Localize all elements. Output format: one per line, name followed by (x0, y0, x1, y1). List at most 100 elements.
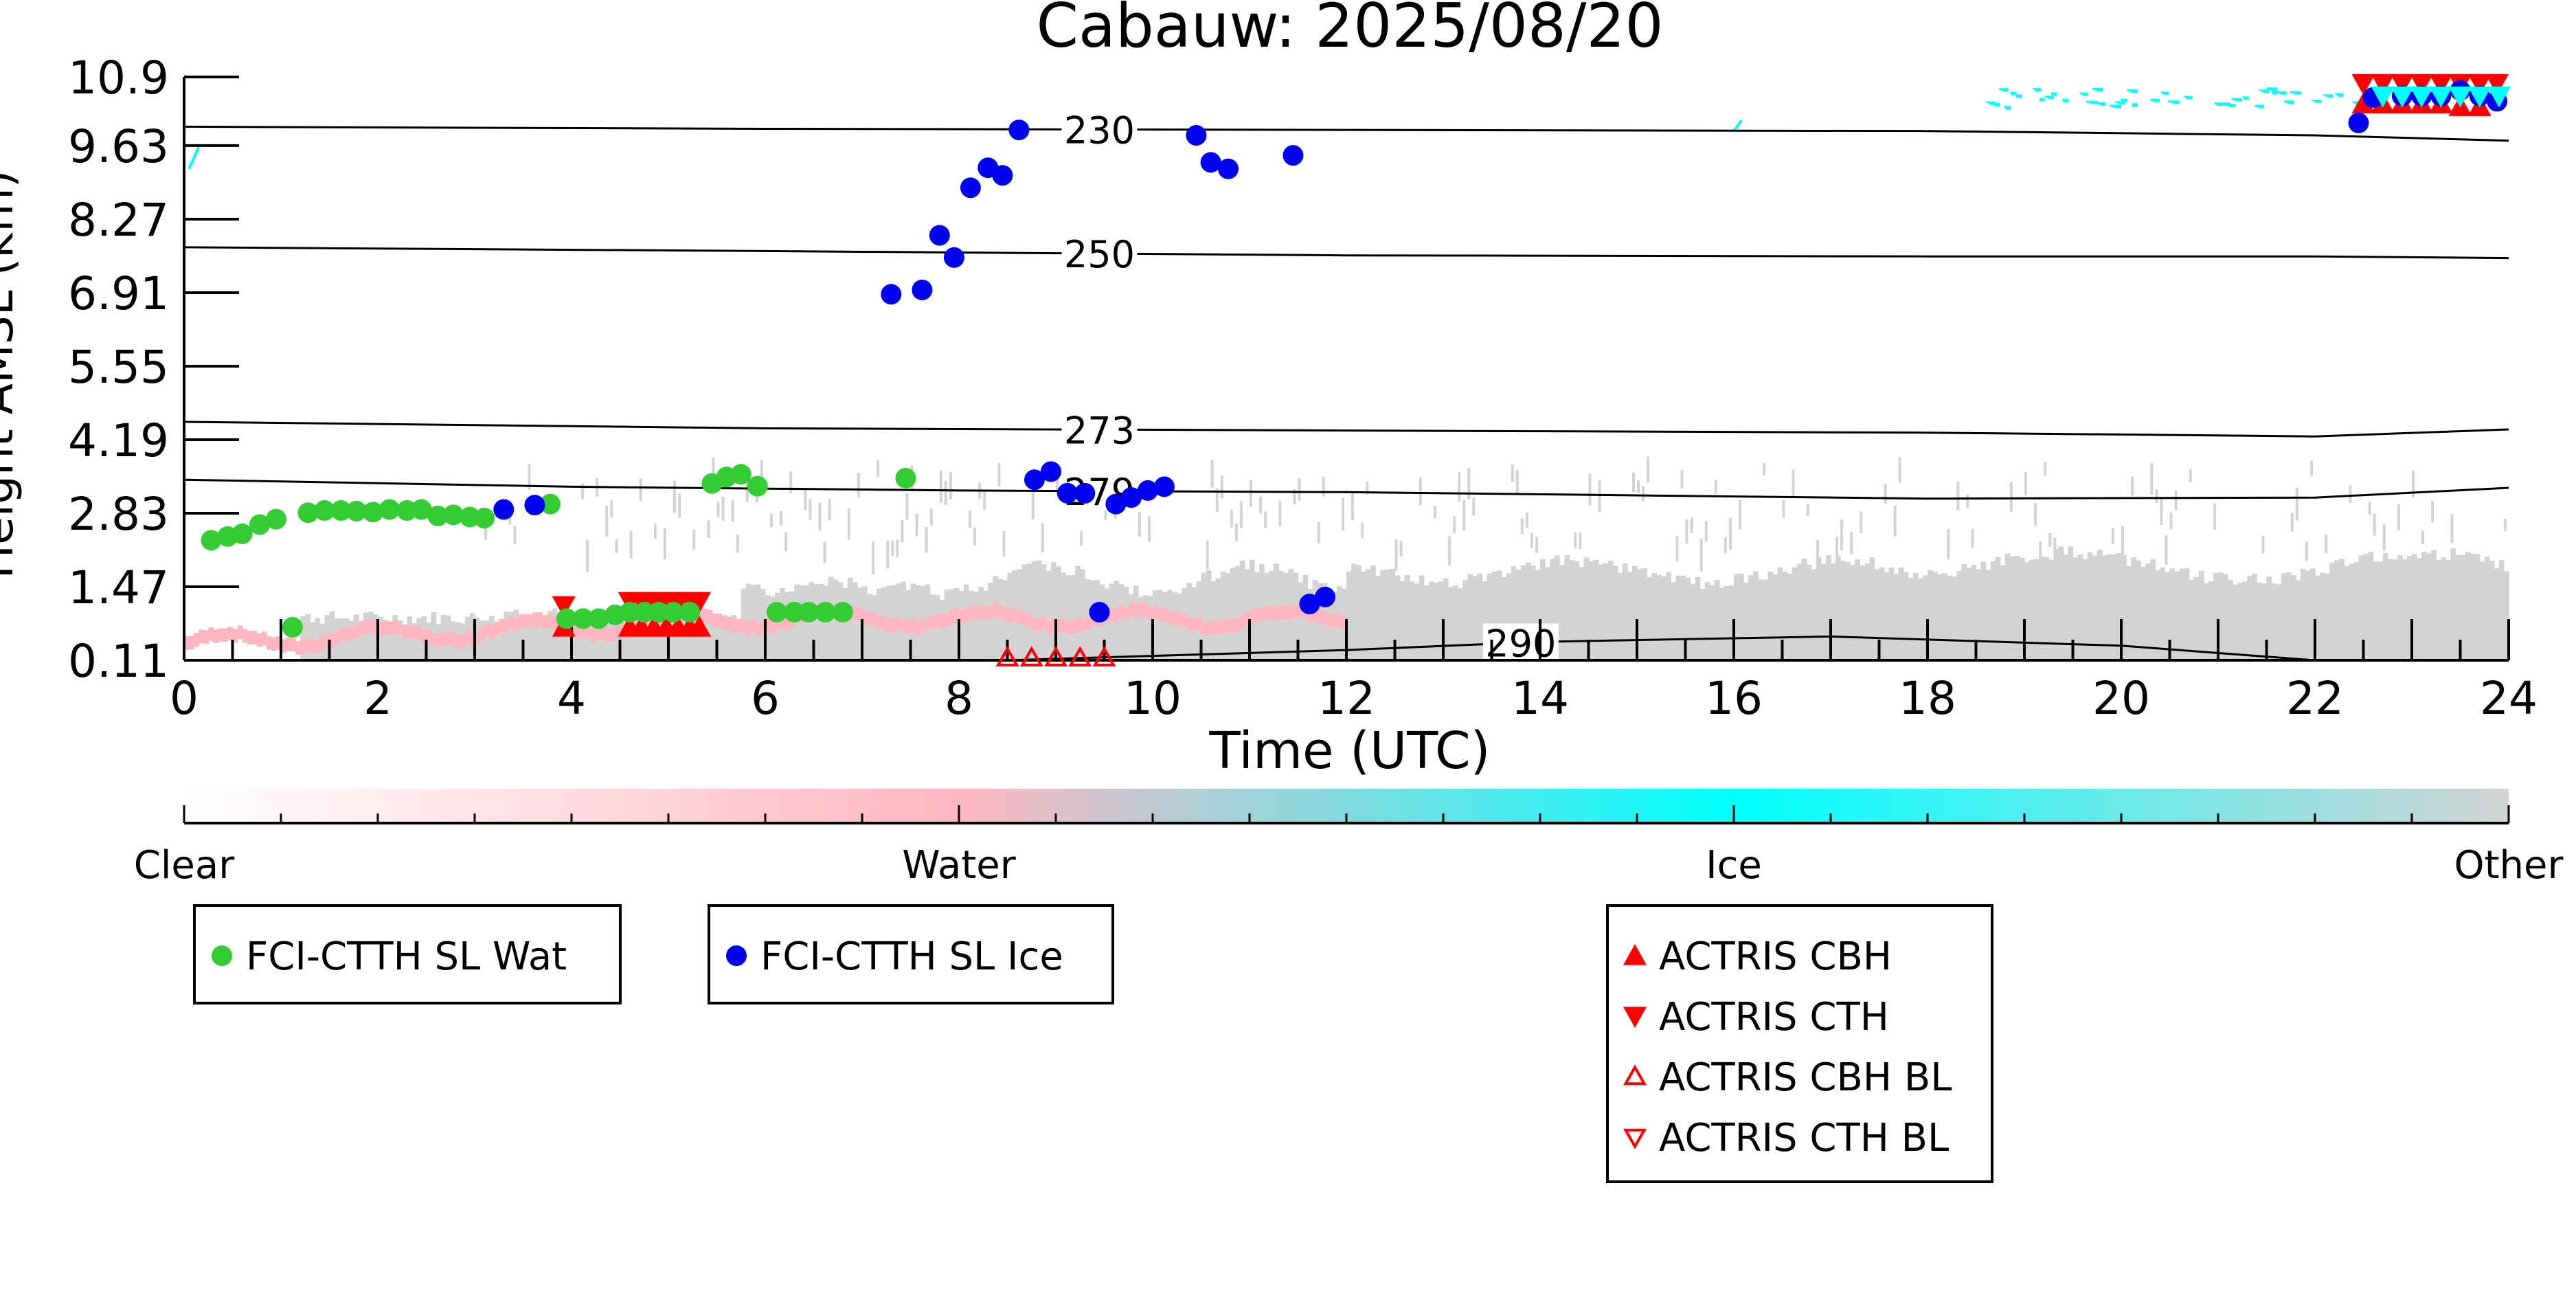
data-point (556, 608, 577, 629)
data-point (2348, 112, 2369, 133)
x-tick-label: 2 (363, 672, 392, 725)
data-point (784, 601, 805, 622)
isotherm-label: 273 (1064, 409, 1135, 452)
data-point (1299, 594, 1320, 615)
data-point (1314, 586, 1335, 607)
data-point (943, 247, 964, 268)
data-point (427, 505, 449, 526)
data-point (2351, 92, 2375, 113)
data-point (929, 225, 950, 246)
data-point (992, 165, 1013, 186)
data-point (1217, 158, 1239, 179)
legend-label: ACTRIS CTH BL (1659, 1116, 1949, 1160)
legend-frame (193, 904, 622, 1004)
x-tick-label: 8 (945, 672, 973, 725)
y-tick-label: 1.47 (68, 561, 169, 614)
x-tick-label: 20 (2092, 672, 2150, 725)
data-point (442, 504, 464, 526)
y-tick-label: 6.91 (68, 267, 169, 320)
x-tick-label: 16 (1705, 672, 1763, 725)
data-point (730, 464, 752, 485)
x-tick-label: 10 (1124, 672, 1182, 725)
data-point (619, 601, 640, 622)
isotherm-label: 230 (1064, 109, 1135, 152)
data-point (895, 467, 916, 489)
legend-label: ACTRIS CTH (1659, 995, 1889, 1040)
data-point (314, 500, 335, 521)
x-tick-label: 24 (2480, 672, 2538, 725)
legend-label: FCI-CTTH SL Wat (246, 934, 567, 979)
y-tick-label: 10.9 (68, 52, 169, 104)
x-tick-label: 18 (1899, 672, 1956, 725)
x-tick-label: 6 (751, 672, 780, 725)
data-point (798, 601, 820, 622)
data-point (1283, 145, 1304, 166)
colorbar-tick-label: Clear (134, 843, 235, 888)
data-point (2390, 74, 2414, 96)
legend-frame (1606, 904, 1993, 1183)
data-point (1200, 152, 1221, 173)
data-point (539, 493, 561, 515)
data-point (881, 284, 902, 305)
colorbar: Clear Water Ice Other (134, 789, 2564, 888)
cloud-mask-background (184, 87, 2509, 660)
legend-label: FCI-CTTH SL Ice (760, 934, 1063, 979)
ice-cloud-streak (188, 146, 200, 170)
data-point (2351, 74, 2375, 96)
legend-fci-ice: FCI-CTTH SL Ice (708, 904, 1114, 1004)
data-point (346, 500, 367, 521)
legend-frame (708, 904, 1114, 1004)
data-point (1043, 646, 1068, 667)
data-point (832, 601, 853, 622)
data-point (1153, 476, 1175, 497)
data-points (201, 74, 2511, 667)
series-actris-cbh-bl (995, 646, 1116, 667)
y-tick-label: 4.19 (68, 414, 169, 467)
data-point (2485, 74, 2509, 96)
y-tick-label: 0.11 (68, 635, 169, 688)
isotherm-230 (183, 125, 2509, 142)
data-point (766, 601, 787, 622)
data-point (2371, 74, 2395, 96)
series-actris-cth (552, 74, 2509, 618)
data-point (201, 530, 222, 551)
isotherm-label-bg (1061, 110, 1138, 149)
x-tick-label: 22 (2286, 672, 2344, 725)
other-cloud-specks (479, 456, 2507, 574)
data-point (747, 475, 768, 497)
data-point (265, 508, 286, 530)
data-point (1186, 124, 1207, 146)
legend-marker (1623, 1064, 1647, 1086)
legend-fci-water: FCI-CTTH SL Wat (193, 904, 622, 1004)
isotherm-label-bg (1482, 623, 1559, 662)
data-point (297, 502, 319, 524)
data-point (1024, 469, 1045, 491)
data-point (474, 508, 495, 529)
data-point (1120, 487, 1142, 508)
legend-label: ACTRIS CBH BL (1659, 1055, 1952, 1100)
data-point (1105, 493, 1127, 515)
x-tick-label: 12 (1318, 672, 1375, 725)
legend-marker (1623, 944, 1647, 965)
data-point (679, 601, 701, 622)
data-point (2467, 74, 2492, 96)
data-point (362, 502, 383, 523)
data-point (588, 608, 609, 629)
legend-marker (1623, 1128, 1647, 1149)
isotherm-label-bg (1061, 410, 1138, 449)
data-point (249, 514, 270, 535)
data-point (1068, 646, 1092, 667)
x-axis-label: Time (UTC) (1208, 721, 1490, 781)
y-tick-label: 5.55 (68, 341, 169, 394)
data-point (1092, 646, 1116, 667)
data-point (1040, 461, 1061, 482)
isotherm-250 (183, 246, 2509, 260)
colorbar-tick-label: Ice (1706, 843, 1762, 888)
data-point (960, 177, 981, 199)
isotherm-279 (183, 478, 2509, 500)
colorbar-tick-label: Other (2454, 843, 2564, 888)
series-fci-ctth-sl-wat (201, 464, 916, 638)
data-point (1057, 482, 1078, 504)
